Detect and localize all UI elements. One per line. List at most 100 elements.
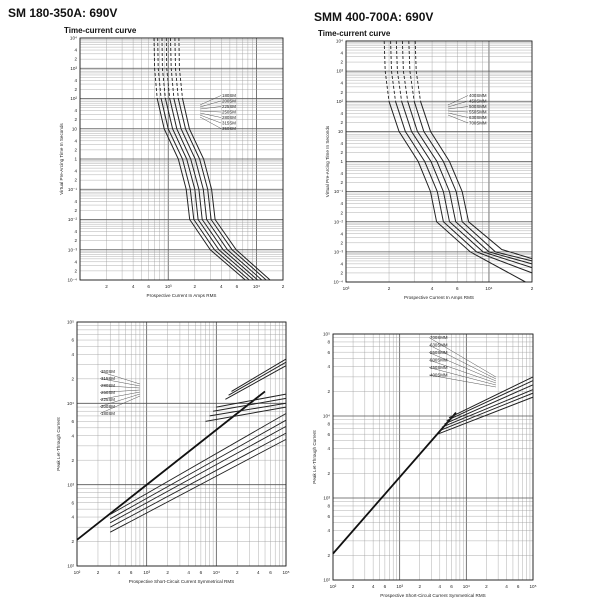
series-line-550SMM xyxy=(444,384,534,425)
y-axis-label: Peak Let-Through Current xyxy=(56,417,61,471)
y-tick-label: 10³ xyxy=(323,496,330,501)
legend-leader xyxy=(447,114,469,124)
y-axis-label: Virtual Pre-Arcing Time In Seconds xyxy=(59,123,64,195)
legend-leader xyxy=(428,337,497,378)
plot-frame xyxy=(76,321,287,567)
x-tick-label: 6 xyxy=(456,286,459,291)
legend-label-400SMM: 400SMM xyxy=(430,373,448,378)
x-tick-label: 6 xyxy=(517,584,520,589)
y-axis-label: Virtual Pre-Arcing Time In Seconds xyxy=(325,125,330,197)
series-line-180SM xyxy=(156,98,246,281)
y-tick-label: 2 xyxy=(340,210,343,215)
y-tick-label: 4 xyxy=(74,48,77,53)
y-tick-label: 10 xyxy=(338,129,344,134)
y-tick-label: 4 xyxy=(74,108,77,113)
series-line-400SMM-dashed xyxy=(383,40,390,102)
y-tick-label: 10⁻³ xyxy=(334,249,344,254)
series-line-315SM-dashed xyxy=(174,37,179,99)
legend-label-250SM: 250SM xyxy=(222,110,236,115)
legend-leader xyxy=(199,106,222,110)
series-line-225SM xyxy=(164,98,255,281)
x-tick-label: 10⁴ xyxy=(463,584,470,589)
x-tick-label: 10³ xyxy=(143,570,150,575)
x-tick-label: 2 xyxy=(97,570,100,575)
x-tick-label: 2 xyxy=(105,284,108,289)
y-tick-label: 4 xyxy=(74,169,77,174)
lower-curve-line xyxy=(109,439,287,533)
x-tick-label: 2 xyxy=(485,584,488,589)
series-line-200SM-dashed xyxy=(157,37,162,99)
y-tick-label: 4 xyxy=(340,261,343,266)
y-tick-label: 4 xyxy=(74,199,77,204)
lower-curve-line xyxy=(109,432,287,528)
legend-leader xyxy=(99,389,141,393)
series-line-180SM-dashed xyxy=(153,37,158,99)
legend-leader xyxy=(199,114,222,124)
prospective-peak-line xyxy=(332,412,457,555)
series-line-350SM xyxy=(231,358,287,392)
x-tick-label: 10³ xyxy=(343,286,350,291)
legend-leader xyxy=(99,385,141,389)
series-line-315SM xyxy=(228,361,287,396)
legend-label-550SMM: 550SMM xyxy=(469,110,487,115)
x-tick-label: 4 xyxy=(220,284,223,289)
x-tick-label: 10⁵ xyxy=(529,584,536,589)
y-tick-label: 2 xyxy=(74,57,77,62)
y-tick-label: 4 xyxy=(71,352,74,357)
y-tick-label: 2 xyxy=(74,87,77,92)
legend-label-200SM: 200SM xyxy=(101,404,115,409)
y-tick-label: 10³ xyxy=(336,69,343,74)
legend-leader xyxy=(99,378,141,387)
y-tick-label: 4 xyxy=(74,259,77,264)
y-tick-label: 8 xyxy=(327,422,330,427)
x-axis-label: Prospective Current In Amps RMS xyxy=(404,295,474,300)
legend-label-350SM: 350SM xyxy=(222,126,236,131)
lower-curve-line xyxy=(109,419,287,520)
series-line-280SM xyxy=(173,98,263,281)
y-tick-label: 4 xyxy=(340,51,343,56)
x-tick-label: 10² xyxy=(330,584,337,589)
y-tick-label: 10⁴ xyxy=(67,401,74,406)
y-tick-label: 4 xyxy=(340,141,343,146)
series-line-180SM xyxy=(205,406,287,422)
series-line-630SMM xyxy=(446,380,534,422)
x-tick-label: 4 xyxy=(372,584,375,589)
legend-label-500SMM: 500SMM xyxy=(469,104,487,109)
legend-label-450SMM: 450SMM xyxy=(430,365,448,370)
series-line-225SM-dashed xyxy=(161,37,166,99)
x-tick-label: 2 xyxy=(236,570,239,575)
x-tick-label: 4 xyxy=(257,570,260,575)
y-tick-label: 10² xyxy=(323,578,330,583)
y-tick-label: 10⁴ xyxy=(70,36,77,41)
right-subheading: Time-current curve xyxy=(318,29,391,38)
legend-label-630SMM: 630SMM xyxy=(430,343,448,348)
x-tick-label: 6 xyxy=(147,284,150,289)
series-line-630SMM xyxy=(413,101,533,262)
y-tick-label: 8 xyxy=(327,504,330,509)
series-line-450SMM xyxy=(438,392,534,432)
y-tick-label: 6 xyxy=(327,514,330,519)
series-line-450SMM-dashed xyxy=(390,40,396,102)
legend-label-280SM: 280SM xyxy=(222,115,236,120)
legend-label-280SM: 280SM xyxy=(101,383,115,388)
y-tick-label: 4 xyxy=(327,364,330,369)
legend-label-700SMM: 700SMM xyxy=(430,335,448,340)
series-line-500SMM xyxy=(401,101,533,269)
series-line-700SMM xyxy=(448,376,534,419)
legend-leader xyxy=(99,395,141,414)
x-tick-label: 6 xyxy=(450,584,453,589)
y-tick-label: 4 xyxy=(74,78,77,83)
y-tick-label: 4 xyxy=(71,515,74,520)
y-tick-label: 10² xyxy=(70,96,77,101)
y-tick-label: 10⁻³ xyxy=(68,247,78,252)
legend-label-225SM: 225SM xyxy=(101,397,115,402)
series-line-280SM xyxy=(225,365,287,400)
legend-label-225SM: 225SM xyxy=(222,104,236,109)
legend-leader xyxy=(199,116,222,129)
y-tick-label: 2 xyxy=(74,178,77,183)
legend-leader xyxy=(447,100,469,108)
cut-off-chart-right: 10² 2 4 6 10³ 2 4 6 10⁴ 2 4 6 10⁵ 10⁵ 8 6 4 2 10⁴ 8 6 4 2 10³ 8 6… xyxy=(312,332,537,598)
x-tick-label: 4 xyxy=(187,570,190,575)
legend-leader xyxy=(447,106,469,110)
y-tick-label: 2 xyxy=(340,150,343,155)
